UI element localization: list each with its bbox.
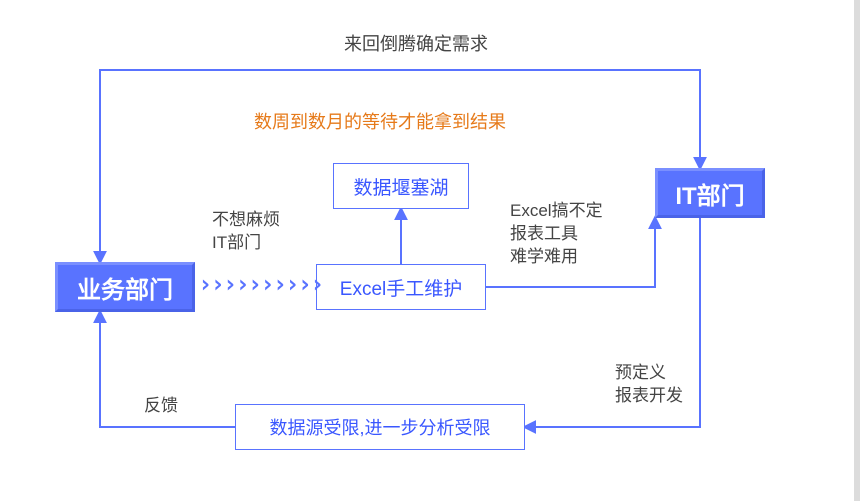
node-it-dept: IT部门 — [655, 168, 765, 218]
label-feedback: 反馈 — [144, 395, 178, 418]
node-excel-label: Excel手工维护 — [340, 274, 462, 301]
label-top-requirements: 来回倒腾确定需求 — [344, 32, 488, 56]
node-limited-label: 数据源受限,进一步分析受限 — [270, 414, 491, 440]
node-datalake-label: 数据堰塞湖 — [353, 173, 448, 200]
scrollbar-right — [854, 0, 860, 501]
label-wait-time: 数周到数月的等待才能拿到结果 — [254, 110, 506, 134]
node-data-lake: 数据堰塞湖 — [333, 163, 469, 209]
node-business-dept: 业务部门 — [55, 262, 195, 312]
label-predefined-report: 预定义 报表开发 — [615, 362, 683, 408]
diagram-canvas: 业务部门 IT部门 Excel手工维护 数据堰塞湖 数据源受限,进一步分析受限 … — [0, 0, 864, 501]
node-excel-manual: Excel手工维护 — [316, 264, 486, 310]
label-dont-bother-it: 不想麻烦 IT部门 — [212, 209, 280, 255]
node-limited-source: 数据源受限,进一步分析受限 — [235, 404, 525, 450]
node-it-label: IT部门 — [675, 176, 744, 211]
label-excel-hard: Excel搞不定 报表工具 难学难用 — [510, 200, 603, 269]
chevron-flow-icon: ›››››››››› — [198, 270, 323, 298]
node-business-label: 业务部门 — [77, 270, 173, 305]
